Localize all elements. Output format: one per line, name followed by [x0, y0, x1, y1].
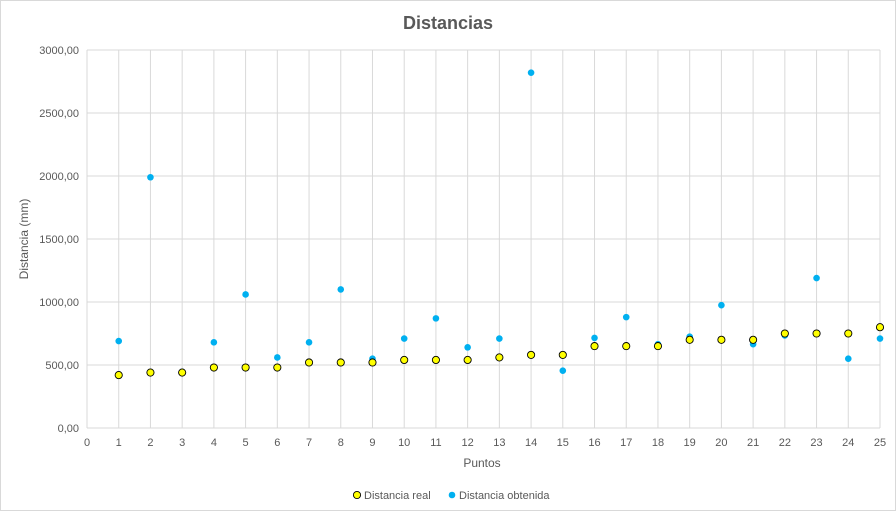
- point-distancia-real: [241, 363, 250, 372]
- point-distancia-obtenida: [337, 286, 345, 293]
- point-distancia-obtenida: [527, 69, 535, 76]
- y-tick-label: 0,00: [58, 423, 79, 435]
- point-distancia-real: [527, 350, 536, 359]
- point-distancia-real: [336, 358, 345, 367]
- point-distancia-obtenida: [400, 335, 408, 342]
- legend: Distancia real Distancia obtenida: [352, 490, 550, 502]
- point-distancia-real: [431, 355, 440, 365]
- point-distancia-obtenida: [464, 344, 471, 351]
- x-tick-label: 3: [179, 437, 185, 449]
- x-tick-label: 20: [715, 437, 727, 449]
- x-tick-label: 21: [747, 437, 759, 449]
- point-distancia-obtenida: [210, 339, 218, 346]
- x-tick-label: 23: [810, 437, 822, 449]
- point-distancia-real: [653, 342, 663, 351]
- point-distancia-real: [209, 363, 218, 372]
- x-tick-label: 13: [493, 437, 505, 449]
- chart-title: Distancias: [403, 13, 493, 33]
- x-tick-label: 17: [620, 437, 632, 449]
- point-distancia-real: [558, 350, 567, 359]
- y-tick-label: 500,00: [45, 360, 79, 372]
- point-distancia-real: [463, 355, 472, 365]
- point-distancia-obtenida: [496, 335, 503, 342]
- x-tick-label: 0: [84, 437, 90, 449]
- x-tick-label: 19: [684, 437, 696, 449]
- point-distancia-real: [590, 342, 599, 351]
- x-tick-label: 14: [525, 437, 537, 449]
- point-distancia-real: [749, 335, 758, 344]
- x-tick-label: 4: [211, 437, 217, 449]
- y-tick-label: 3000,00: [39, 45, 79, 57]
- x-tick-label: 1: [116, 437, 122, 449]
- x-tick-label: 16: [588, 437, 600, 449]
- y-tick-label: 2500,00: [39, 108, 79, 120]
- x-tick-label: 11: [430, 437, 441, 449]
- y-tick-labels: 0,00 500,00 1000,00 1500,00 2000,00 2500,00 30…: [39, 45, 79, 435]
- point-distancia-real: [304, 358, 314, 367]
- x-tick-label: 8: [338, 437, 344, 449]
- y-tick-label: 2000,00: [39, 171, 79, 183]
- point-distancia-real: [812, 329, 821, 338]
- x-tick-label: 6: [274, 437, 280, 449]
- point-distancia-obtenida: [147, 173, 154, 181]
- point-distancia-real: [844, 329, 853, 338]
- legend-marker: [352, 490, 362, 500]
- point-distancia-real: [875, 323, 885, 332]
- point-distancia-obtenida: [115, 337, 123, 345]
- point-distancia-obtenida: [813, 274, 820, 282]
- x-tick-label: 25: [874, 437, 886, 449]
- x-axis-title: Puntos: [463, 456, 500, 470]
- point-distancia-real: [368, 358, 377, 367]
- point-distancia-real: [400, 355, 409, 365]
- x-tick-label: 12: [462, 437, 474, 449]
- point-distancia-real: [495, 353, 504, 362]
- x-tick-label: 18: [652, 437, 664, 449]
- point-distancia-real: [717, 335, 726, 344]
- x-tick-label: 5: [243, 437, 249, 449]
- point-distancia-real: [178, 368, 187, 377]
- legend-label: Distancia obtenida: [459, 490, 550, 502]
- point-distancia-real: [685, 335, 694, 344]
- point-distancia-obtenida: [274, 354, 281, 361]
- legend-marker: [448, 491, 456, 499]
- point-distancia-obtenida: [718, 301, 725, 309]
- point-distancia-obtenida: [876, 335, 884, 342]
- x-tick-label: 10: [398, 437, 410, 449]
- point-distancia-real: [622, 342, 631, 351]
- x-tick-label: 2: [147, 437, 153, 449]
- y-tick-label: 1500,00: [39, 234, 79, 246]
- x-tick-label: 22: [779, 437, 791, 449]
- x-tick-label: 7: [306, 437, 312, 449]
- point-distancia-obtenida: [591, 334, 598, 342]
- point-distancia-real: [114, 371, 123, 380]
- point-distancia-real: [146, 368, 155, 377]
- y-tick-label: 1000,00: [39, 297, 79, 309]
- point-distancia-obtenida: [844, 355, 852, 363]
- data-points: [114, 69, 885, 380]
- point-distancia-real: [273, 363, 282, 372]
- legend-item-distancia-obtenida: Distancia obtenida: [448, 490, 550, 502]
- grid-layer: [86, 49, 881, 429]
- x-tick-label: 24: [842, 437, 854, 449]
- x-tick-label: 9: [369, 437, 375, 449]
- legend-label: Distancia real: [364, 490, 431, 502]
- y-axis-title: Distancia (mm): [17, 199, 31, 280]
- point-distancia-obtenida: [622, 313, 630, 321]
- x-tick-label: 15: [557, 437, 569, 449]
- point-distancia-obtenida: [305, 339, 313, 346]
- point-distancia-real: [780, 329, 789, 338]
- legend-item-distancia-real: Distancia real: [352, 490, 431, 502]
- point-distancia-obtenida: [432, 315, 440, 322]
- point-distancia-obtenida: [242, 291, 249, 298]
- x-tick-labels: 0 1 2 3 4 5 6 7 8 9 10 11 12 13 14 15 16 17 18 19 20 21 22 23 24…: [84, 437, 886, 449]
- point-distancia-obtenida: [559, 367, 567, 374]
